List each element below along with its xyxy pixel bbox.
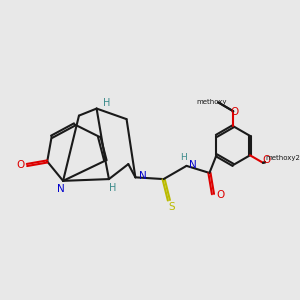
Text: N: N	[140, 171, 147, 181]
Text: S: S	[168, 202, 175, 212]
Text: N: N	[189, 160, 196, 170]
Text: O: O	[262, 155, 271, 165]
Text: methoxy: methoxy	[196, 98, 226, 104]
Text: O: O	[217, 190, 225, 200]
Text: methoxy2: methoxy2	[266, 155, 300, 161]
Text: O: O	[230, 107, 238, 117]
Text: H: H	[103, 98, 110, 108]
Text: H: H	[109, 183, 116, 193]
Text: O: O	[17, 160, 25, 170]
Text: H: H	[181, 153, 187, 162]
Text: N: N	[58, 184, 65, 194]
